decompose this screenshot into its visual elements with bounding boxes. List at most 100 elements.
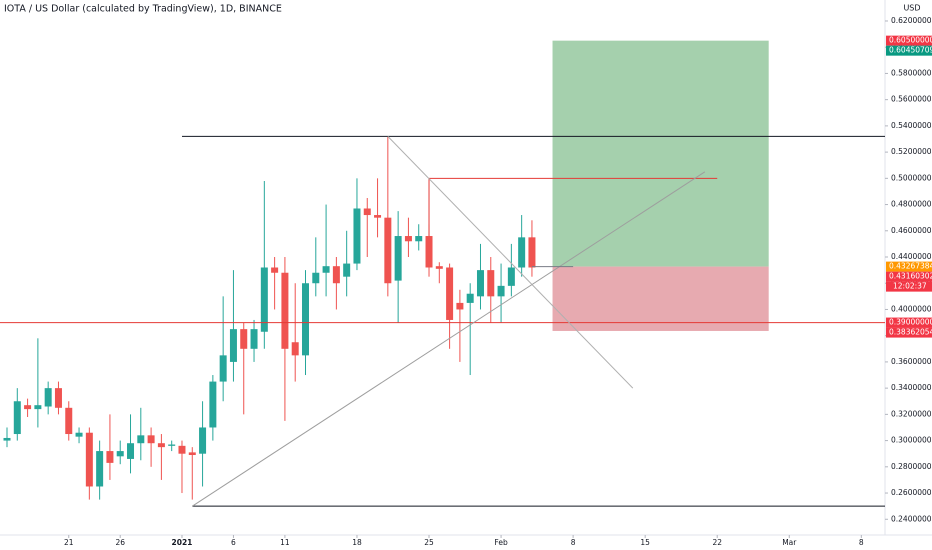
candle-body [85,432,93,487]
y-tick-label: 0.24000000 [891,514,932,523]
y-tick-label: 0.58000000 [891,68,932,77]
candle-body [65,407,73,435]
candle-body [168,444,176,446]
x-tick-label: 18 [352,538,362,547]
candle-body [518,237,526,268]
candle-body [343,263,351,277]
y-tick-label: 0.62000000 [891,16,932,25]
candle-body [312,272,320,284]
price-badge [886,261,932,272]
x-tick-label: 22 [712,538,722,547]
countdown-badge [886,281,932,292]
y-tick-label: 0.34000000 [891,383,932,392]
x-tick-label: 25 [424,538,434,547]
x-tick-label: 8 [859,538,864,547]
candle-body [116,451,124,457]
candle-body [127,443,135,459]
x-tick-label: 26 [115,538,125,547]
x-tick-label: Mar [782,538,797,547]
candle-body [507,267,515,286]
candle-body [178,445,186,454]
candle-body [209,381,217,428]
price-badge-label: 0.60500000 [889,36,932,45]
price-badge [886,327,932,338]
candle-body [96,451,104,487]
candle-body [75,432,83,437]
price-badge [886,45,932,56]
candle-body [13,401,21,435]
candle-body [34,405,42,410]
chart-title: IOTA / US Dollar (calculated by TradingV… [4,4,282,15]
y-tick-label: 0.40000000 [891,304,932,313]
candle-body [188,452,196,456]
x-tick-label: Feb [494,538,508,547]
x-tick-label: 21 [64,538,74,547]
y-tick-label: 0.56000000 [891,95,932,104]
candle-body [466,293,474,303]
candle-body [291,342,299,356]
y-tick-label: 0.36000000 [891,357,932,366]
candle-body [404,236,412,242]
candle-body [106,451,114,463]
price-badge [886,35,932,46]
x-tick-label: 6 [231,538,236,547]
candle-body [240,329,248,349]
candle-body [250,329,258,349]
price-badge-label: 0.43267384 [889,262,932,271]
y-tick-label: 0.30000000 [891,436,932,445]
candle-body [384,217,392,284]
candle-body [260,267,268,332]
candle-body [301,283,309,356]
candle-body [415,236,423,242]
y-tick-label: 0.28000000 [891,462,932,471]
candle-body [425,236,433,268]
candle-body [219,355,227,382]
candle-body [374,215,382,218]
candle-body [332,266,340,284]
y-axis-label: USD [903,4,920,13]
candle-body [24,405,32,410]
profit-zone [552,40,769,267]
loss-zone [552,266,769,331]
price-badge-label: 0.38362054 [889,328,932,337]
y-tick-label: 0.50000000 [891,173,932,182]
candle-body [281,272,289,349]
candle-body [435,266,443,269]
y-tick-label: 0.46000000 [891,226,932,235]
x-tick-label: 15 [640,538,650,547]
candle-body [137,435,145,444]
price-badge [886,317,932,328]
x-tick-label: 11 [280,538,290,547]
candle-body [3,437,11,441]
candle-body [528,237,536,268]
candle-body [487,270,495,297]
drawing-line [192,171,706,507]
y-tick-label: 0.26000000 [891,488,932,497]
candle-body [229,329,237,362]
y-tick-label: 0.48000000 [891,200,932,209]
price-badge-label: 0.39000000 [889,318,932,327]
price-badge-label: 0.60450709 [889,46,932,55]
candle-body [446,267,454,320]
y-tick-label: 0.52000000 [891,147,932,156]
x-tick-label: 2021 [172,538,193,547]
candle-body [394,236,402,281]
candle-body [456,302,464,310]
candle-body [199,427,207,454]
candle-body [476,270,484,297]
candle-body [157,443,165,448]
candle-body [44,388,52,407]
candle-body [363,208,371,216]
countdown-label: 12:02:37 [893,282,927,291]
y-tick-label: 0.32000000 [891,409,932,418]
price-badge [886,271,932,282]
y-tick-label: 0.54000000 [891,121,932,130]
drawing-line [387,136,634,389]
y-tick-label: 0.44000000 [891,252,932,261]
candle-body [54,388,62,408]
candle-body [147,435,155,444]
x-tick-label: 8 [571,538,576,547]
candle-body [353,208,361,264]
